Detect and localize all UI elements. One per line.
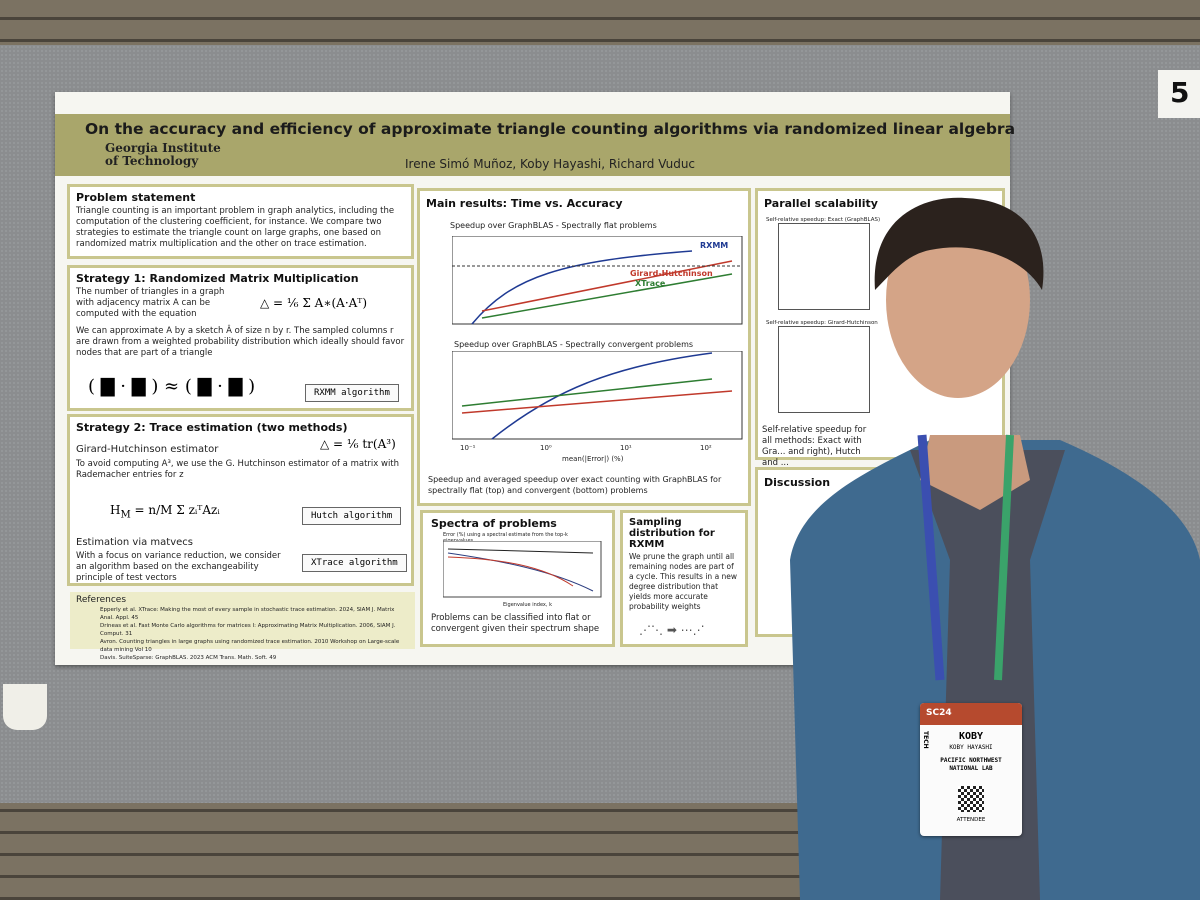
text: With a focus on variance reduction, we c… [76, 551, 281, 583]
institution: Georgia Institute of Technology [105, 142, 221, 168]
legend-label: RXMM [700, 241, 729, 250]
plot-title: Speedup over GraphBLAS - Spectrally flat… [450, 221, 657, 230]
text: To avoid computing A³, we use the G. Hut… [76, 459, 400, 480]
text: We prune the graph until all remaining n… [629, 552, 738, 611]
x-tick-label: 10¹ [620, 444, 632, 452]
role: ATTENDEE [956, 817, 986, 823]
plot [452, 351, 743, 440]
reference: Epperly et al. XTrace: Making the most o… [100, 607, 395, 621]
problem-box: Problem statement Triangle counting is a… [67, 184, 414, 259]
x-tick-label: 10² [700, 444, 712, 452]
heading: Strategy 2: Trace estimation (two method… [76, 421, 348, 434]
first-name: KOBY [958, 731, 984, 742]
heading: Discussion [764, 476, 831, 489]
spectra-box: Spectra of problems Error (%) using a sp… [420, 510, 615, 647]
main-results-box: Main results: Time vs. Accuracy Speedup … [417, 188, 751, 506]
plot-title: Speedup over GraphBLAS - Spectrally conv… [454, 340, 694, 349]
sampling-box: Sampling distribution for RXMM We prune … [620, 510, 748, 647]
organization: PACIFIC NORTHWEST NATIONAL LAB [940, 757, 1002, 772]
reference: Avron. Counting triangles in large graph… [100, 639, 400, 653]
authors: Irene Simó Muñoz, Koby Hayashi, Richard … [405, 157, 696, 171]
qr-code [958, 786, 984, 812]
caption: Self-relative speedup for all methods: E… [762, 425, 867, 468]
strategy1-box: Strategy 1: Randomized Matrix Multiplica… [67, 265, 414, 411]
heading: Strategy 1: Randomized Matrix Multiplica… [76, 272, 359, 285]
badge: SC24 TECH KOBY KOBY HAYASHI PACIFIC NORT… [920, 703, 1022, 836]
text: Estimation via matvecs [76, 537, 194, 548]
badge-header [920, 703, 1022, 725]
text: The number of triangles in a graph with … [76, 287, 225, 319]
algorithm-label: Hutch algorithm [302, 507, 402, 525]
plot [443, 541, 602, 598]
plot [778, 223, 870, 310]
board-number-card: 5 [1158, 70, 1200, 118]
poster-title: On the accuracy and efficiency of approx… [85, 120, 1016, 138]
caption: Problems can be classified into flat or … [431, 613, 600, 634]
legend-label: Girard-Hutchinson [630, 269, 713, 278]
text: Triangle counting is an important proble… [76, 206, 395, 249]
equation: ( ▇ · ▇ ) ≈ ( ▇ · ▇ ) [88, 376, 256, 397]
plot [778, 326, 870, 413]
x-axis-label: mean(|Error|) (%) [562, 455, 624, 463]
references-box: References Epperly et al. XTrace: Making… [70, 592, 415, 661]
heading: References [76, 595, 127, 605]
legend-label: XTrace [635, 279, 666, 288]
plot-title: Self-relative speedup: Girard-Hutchinson [766, 320, 878, 326]
side-label: TECH [922, 731, 929, 749]
caption: Speedup and averaged speedup over exact … [428, 475, 722, 495]
x-axis-label: Eigenvalue index, k [503, 602, 552, 608]
poster-header [55, 114, 1010, 176]
algorithm-label: RXMM algorithm [305, 384, 399, 402]
institution-line: of Technology [105, 154, 199, 168]
heading: Sampling distribution for RXMM [629, 517, 715, 550]
text: Girard-Hutchinson estimator [76, 444, 219, 455]
plot-title: Self-relative speedup: Exact (GraphBLAS) [766, 217, 881, 223]
equation: △ = ⅙ tr(A³) [320, 437, 396, 451]
heading: Main results: Time vs. Accuracy [426, 197, 623, 210]
algorithm-label: XTrace algorithm [302, 554, 407, 572]
heading: Parallel scalability [764, 197, 878, 210]
full-name: KOBY HAYASHI [949, 744, 993, 751]
event-name: SC24 [926, 708, 952, 718]
heading: Problem statement [76, 191, 196, 204]
reference: Davis. SuiteSparse: GraphBLAS. 2023 ACM … [100, 655, 277, 661]
plot [452, 236, 743, 325]
x-tick-label: 10⁰ [540, 444, 552, 452]
cup [3, 684, 47, 730]
strategy2-box: Strategy 2: Trace estimation (two method… [67, 414, 414, 586]
heading: Spectra of problems [431, 517, 557, 530]
board-number: 5 [1170, 76, 1190, 109]
graph-icons: ⋰⋱ ➡ ⋯⋰ [639, 623, 705, 637]
equation: △ = ⅙ Σ A∗(A·Aᵀ) [260, 296, 368, 310]
x-tick-label: 10⁻¹ [460, 444, 476, 452]
reference: Drineas et al. Fast Monte Carlo algorith… [100, 623, 396, 637]
text: We can approximate A by a sketch Â of si… [76, 326, 405, 358]
institution-line: Georgia Institute [105, 141, 221, 155]
equation: HM = n/M Σ zᵢᵀAzᵢ [110, 503, 220, 521]
